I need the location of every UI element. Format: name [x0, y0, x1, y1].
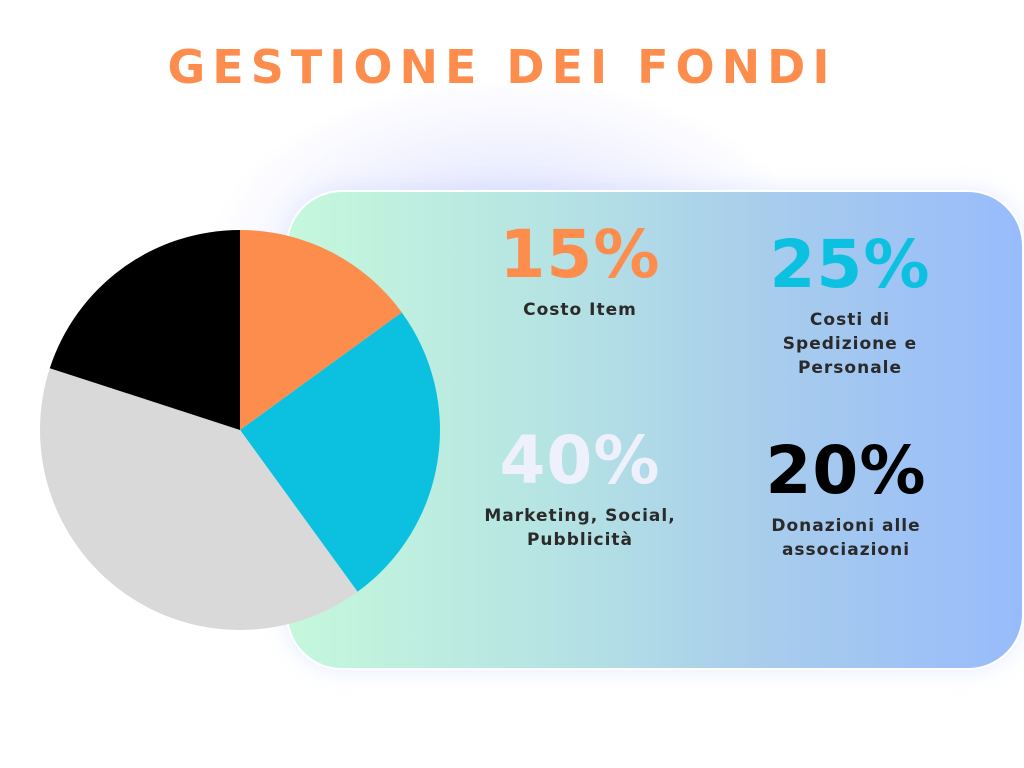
pie-slice-4: [49, 230, 240, 430]
stat-percent: 25%: [769, 226, 931, 303]
pie-chart: [40, 230, 440, 630]
pie-slice-3: [40, 368, 358, 630]
stat-label: Marketing, Social, Pubblicità: [484, 506, 676, 550]
stat-costo-item: 15% Costo Item: [470, 222, 690, 322]
stat-label: Costo Item: [523, 300, 637, 320]
stat-percent: 15%: [499, 216, 661, 293]
stat-costi-spedizione: 25% Costi di Spedizione e Personale: [740, 232, 960, 380]
stat-percent: 40%: [499, 422, 661, 499]
stat-donazioni: 20% Donazioni alle associazioni: [740, 438, 952, 562]
stat-percent: 20%: [765, 432, 927, 509]
stat-marketing: 40% Marketing, Social, Pubblicità: [470, 428, 690, 552]
page-title: GESTIONE DEI FONDI: [167, 40, 837, 94]
pie-slice-1: [240, 230, 402, 430]
stat-label: Donazioni alle associazioni: [771, 516, 921, 560]
stat-label: Costi di Spedizione e Personale: [782, 310, 918, 378]
pie-slice-2: [240, 312, 440, 592]
